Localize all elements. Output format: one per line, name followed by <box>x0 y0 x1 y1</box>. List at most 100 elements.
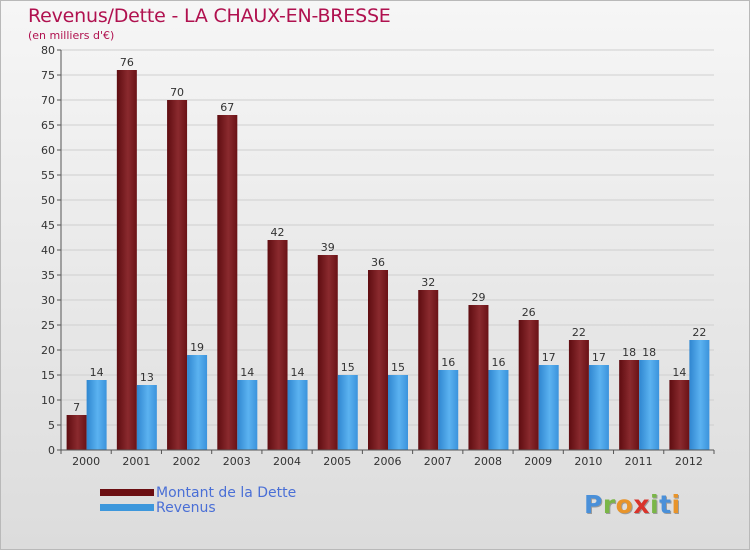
bar-revenue <box>136 385 157 450</box>
data-label-debt: 39 <box>321 241 335 254</box>
chart-subtitle: (en milliers d'€) <box>28 29 115 42</box>
data-label-debt: 26 <box>522 306 536 319</box>
bar-revenue <box>689 340 710 450</box>
y-tick-label: 5 <box>48 419 55 432</box>
logo-letter: x <box>633 490 650 519</box>
data-label-revenue: 16 <box>491 356 505 369</box>
data-label-revenue: 22 <box>692 326 706 339</box>
data-label-debt: 76 <box>120 56 134 69</box>
bar-debt <box>669 380 690 450</box>
bar-revenue <box>588 365 609 450</box>
bar-debt <box>568 340 589 450</box>
y-tick-label: 30 <box>41 294 55 307</box>
data-label-debt: 18 <box>622 346 636 359</box>
data-label-revenue: 19 <box>190 341 204 354</box>
logo-letter: i <box>650 490 660 519</box>
bar-revenue <box>287 380 308 450</box>
y-tick-label: 60 <box>41 144 55 157</box>
bar-debt <box>418 290 439 450</box>
data-label-revenue: 14 <box>90 366 104 379</box>
logo-letter: o <box>615 490 634 519</box>
data-label-revenue: 14 <box>240 366 254 379</box>
x-tick-label: 2003 <box>223 455 251 468</box>
x-tick-label: 2007 <box>424 455 452 468</box>
bar-revenue <box>438 370 459 450</box>
bar-debt <box>167 100 188 450</box>
legend-swatch-revenue <box>100 504 154 511</box>
x-tick-label: 2008 <box>474 455 502 468</box>
data-label-revenue: 14 <box>291 366 305 379</box>
bar-debt <box>116 70 137 450</box>
bar-debt <box>619 360 640 450</box>
bar-debt <box>317 255 338 450</box>
logo-letter: i <box>671 490 681 519</box>
x-tick-label: 2009 <box>524 455 552 468</box>
logo-letter: P <box>584 490 603 519</box>
y-tick-label: 45 <box>41 219 55 232</box>
axes: 0 5 10 15 20 25 30 35 40 45 50 55 60 65 70 75 80 2000 2001… <box>41 44 715 468</box>
data-label-debt: 7 <box>73 401 80 414</box>
y-tick-label: 65 <box>41 119 55 132</box>
bar-revenue <box>488 370 509 450</box>
proxiti-logo: Proxiti <box>584 490 681 519</box>
bar-debt <box>217 115 238 450</box>
data-label-revenue: 13 <box>140 371 154 384</box>
chart-title: Revenus/Dette - LA CHAUX-EN-BRESSE <box>28 5 391 27</box>
data-label-revenue: 16 <box>441 356 455 369</box>
bar-revenue <box>187 355 208 450</box>
bar-debt <box>518 320 539 450</box>
data-label-debt: 42 <box>271 226 285 239</box>
x-tick-label: 2010 <box>574 455 602 468</box>
legend-swatch-debt <box>100 489 154 496</box>
bar-revenue <box>388 375 408 450</box>
bar-revenue <box>237 380 258 450</box>
bar-revenue <box>337 375 358 450</box>
y-tick-label: 15 <box>41 369 55 382</box>
bar-revenue <box>639 360 660 450</box>
data-label-debt: 22 <box>572 326 586 339</box>
data-label-revenue: 18 <box>642 346 656 359</box>
x-tick-label: 2002 <box>173 455 201 468</box>
logo-letter: t <box>659 490 672 519</box>
data-label-debt: 14 <box>672 366 686 379</box>
data-label-revenue: 17 <box>592 351 606 364</box>
x-tick-label: 2001 <box>122 455 150 468</box>
data-label-debt: 67 <box>220 101 234 114</box>
logo-letter: r <box>602 490 616 519</box>
x-tick-label: 2011 <box>625 455 653 468</box>
data-label-debt: 70 <box>170 86 184 99</box>
bar-debt <box>368 270 388 450</box>
y-tick-label: 0 <box>48 444 55 457</box>
data-labels: 7 14 76 13 70 19 67 14 42 14 39 15 36 15 32 16 29 16 26 17 2… <box>73 56 706 414</box>
x-tick-label: 2012 <box>675 455 703 468</box>
legend-item-revenue: Revenus <box>100 500 360 516</box>
bar-debt <box>267 240 288 450</box>
data-label-revenue: 17 <box>542 351 556 364</box>
bar-revenue <box>538 365 559 450</box>
bar-debt <box>468 305 489 450</box>
y-tick-label: 40 <box>41 244 55 257</box>
bars <box>66 70 710 450</box>
y-tick-label: 75 <box>41 69 55 82</box>
data-label-revenue: 15 <box>341 361 355 374</box>
y-tick-label: 70 <box>41 94 55 107</box>
x-tick-label: 2005 <box>323 455 351 468</box>
bar-debt <box>66 415 87 450</box>
data-label-revenue: 15 <box>391 361 405 374</box>
x-tick-label: 2000 <box>72 455 100 468</box>
y-tick-label: 55 <box>41 169 55 182</box>
data-label-debt: 36 <box>371 256 385 269</box>
y-tick-label: 25 <box>41 319 55 332</box>
data-label-debt: 32 <box>421 276 435 289</box>
legend-label-revenue: Revenus <box>156 500 216 516</box>
y-tick-label: 10 <box>41 394 55 407</box>
x-tick-label: 2004 <box>273 455 301 468</box>
y-tick-label: 50 <box>41 194 55 207</box>
data-label-debt: 29 <box>471 291 485 304</box>
y-tick-label: 20 <box>41 344 55 357</box>
legend-label-debt: Montant de la Dette <box>156 485 297 501</box>
x-tick-label: 2006 <box>374 455 402 468</box>
legend: Montant de la Dette Revenus <box>100 485 360 516</box>
y-tick-label: 35 <box>41 269 55 282</box>
